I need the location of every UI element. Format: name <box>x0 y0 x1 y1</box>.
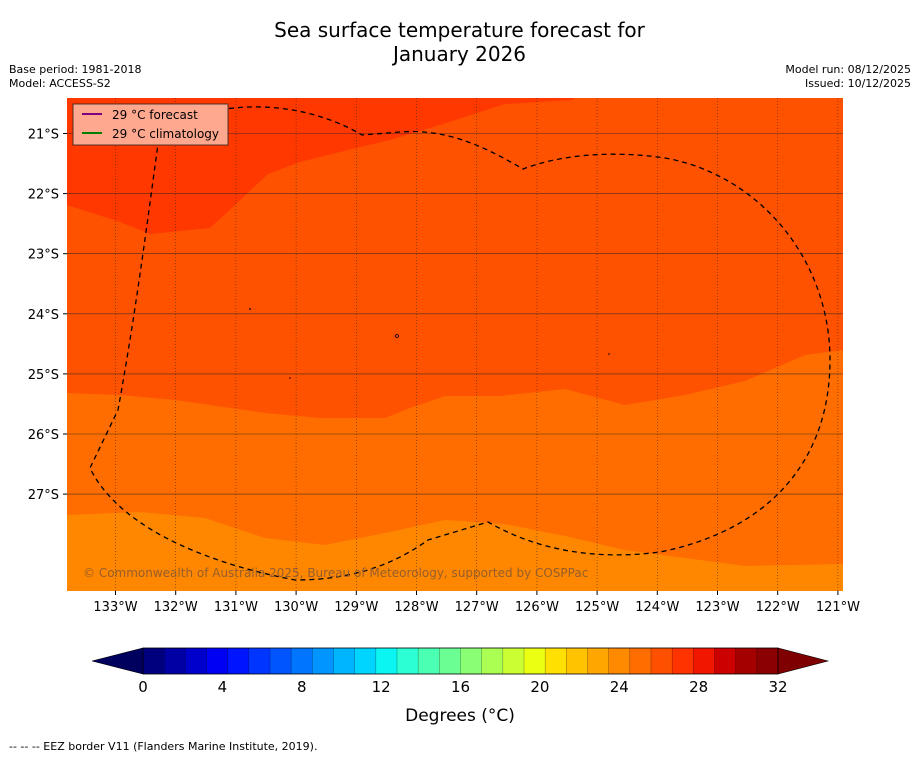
lon-label: 121°W <box>816 600 860 615</box>
colorbar-label: Degrees (°C) <box>405 706 515 726</box>
legend-climatology-label: 29 °C climatology <box>112 127 219 141</box>
band-27-28 <box>67 350 843 591</box>
colorbar-swatch <box>248 648 271 674</box>
lon-label: 132°W <box>154 600 198 615</box>
colorbar: 0 4 8 12 16 20 24 28 32 <box>91 647 830 696</box>
colorbar-swatch <box>651 648 673 674</box>
colorbar-swatch <box>397 648 419 674</box>
colorbar-swatch <box>333 648 356 674</box>
band-26-27 <box>67 512 843 591</box>
lat-label: 23°S <box>28 248 59 263</box>
lon-label: 128°W <box>394 600 438 615</box>
colorbar-swatch <box>587 648 610 674</box>
colorbar-swatch <box>693 648 715 674</box>
colorbar-tick-label: 0 <box>138 678 148 696</box>
colorbar-swatch <box>312 648 334 674</box>
lat-label: 24°S <box>28 308 59 323</box>
colorbar-swatch <box>502 648 525 674</box>
lon-label: 123°W <box>695 600 739 615</box>
colorbar-swatch <box>143 648 165 674</box>
graticule <box>67 98 843 591</box>
model-run: Model run: 08/12/2025 <box>785 63 911 76</box>
lon-label: 122°W <box>756 600 800 615</box>
colorbar-tick-label: 16 <box>451 678 470 696</box>
eez-border <box>89 106 831 581</box>
colorbar-tick-label: 12 <box>372 678 391 696</box>
issued-date: Issued: 10/12/2025 <box>804 77 911 90</box>
colorbar-tick-label: 32 <box>768 678 787 696</box>
colorbar-tick-label: 8 <box>297 678 307 696</box>
colorbar-swatch <box>185 648 207 674</box>
colorbar-swatch <box>206 648 229 674</box>
legend-box <box>72 103 229 146</box>
map-area: © Commonwealth of Australia 2025, Bureau… <box>67 98 843 591</box>
model-name: Model: ACCESS-S2 <box>9 77 111 90</box>
colorbar-swatch <box>735 648 758 674</box>
colorbar-outline <box>142 647 779 675</box>
lon-label: 127°W <box>455 600 499 615</box>
lon-label: 133°W <box>93 600 137 615</box>
island-marker <box>608 353 610 355</box>
colorbar-swatch <box>164 648 186 674</box>
colorbar-swatch <box>714 648 737 674</box>
title-line-1: Sea surface temperature forecast for <box>274 18 645 42</box>
island-marker <box>395 334 399 338</box>
colorbar-swatch <box>672 648 694 674</box>
meta-right: Model run: 08/12/2025 Issued: 10/12/2025 <box>785 63 911 91</box>
colorbar-tick-label: 28 <box>689 678 708 696</box>
colorbar-swatch <box>439 648 461 674</box>
colorbar-tick-label: 24 <box>610 678 629 696</box>
island-marker <box>249 308 251 310</box>
colorbar-swatch <box>291 648 313 674</box>
lat-label: 21°S <box>28 128 59 143</box>
colorbar-tick-label: 20 <box>530 678 549 696</box>
colorbar-swatch <box>756 648 779 674</box>
colorbar-swatch <box>227 648 250 674</box>
colorbar-swatch <box>629 648 652 674</box>
colorbar-swatch <box>481 648 504 674</box>
copyright-watermark: © Commonwealth of Australia 2025, Bureau… <box>83 566 588 580</box>
lon-label: 130°W <box>274 600 318 615</box>
colorbar-swatch <box>375 648 398 674</box>
map-legend: 29 °C forecast 29 °C climatology <box>72 103 229 146</box>
lon-label: 126°W <box>515 600 559 615</box>
longitude-labels: 133°W 132°W 131°W 130°W 129°W 128°W 127°W 126°W… <box>93 591 860 615</box>
colorbar-swatch <box>608 648 631 674</box>
colorbar-tick-label: 4 <box>218 678 228 696</box>
colorbar-over-arrow <box>777 647 830 675</box>
lon-label: 125°W <box>575 600 619 615</box>
colorbar-swatch <box>566 648 588 674</box>
island-marker <box>289 377 291 379</box>
colorbar-swatch <box>524 648 546 674</box>
lon-label: 129°W <box>334 600 378 615</box>
eez-footnote: -- -- -- EEZ border V11 (Flanders Marine… <box>9 740 318 753</box>
lat-label: 25°S <box>28 368 59 383</box>
chart-title: Sea surface temperature forecast for Jan… <box>0 18 919 66</box>
colorbar-swatch <box>270 648 292 674</box>
colorbar-swatch <box>460 648 483 674</box>
title-line-2: January 2026 <box>392 42 527 66</box>
base-period: Base period: 1981-2018 <box>9 63 142 76</box>
lat-label: 22°S <box>28 188 59 203</box>
colorbar-swatch <box>545 648 567 674</box>
colorbar-under-arrow <box>91 647 144 675</box>
lon-label: 131°W <box>214 600 258 615</box>
lat-label: 26°S <box>28 428 59 443</box>
colorbar-swatch <box>418 648 440 674</box>
meta-left: Base period: 1981-2018 Model: ACCESS-S2 <box>9 63 141 91</box>
colorbar-swatch <box>354 648 377 674</box>
lon-label: 124°W <box>635 600 679 615</box>
latitude-labels: 21°S 22°S 23°S 24°S 25°S 26°S 27°S <box>28 128 67 503</box>
legend-forecast-label: 29 °C forecast <box>112 108 198 122</box>
lat-label: 27°S <box>28 488 59 503</box>
